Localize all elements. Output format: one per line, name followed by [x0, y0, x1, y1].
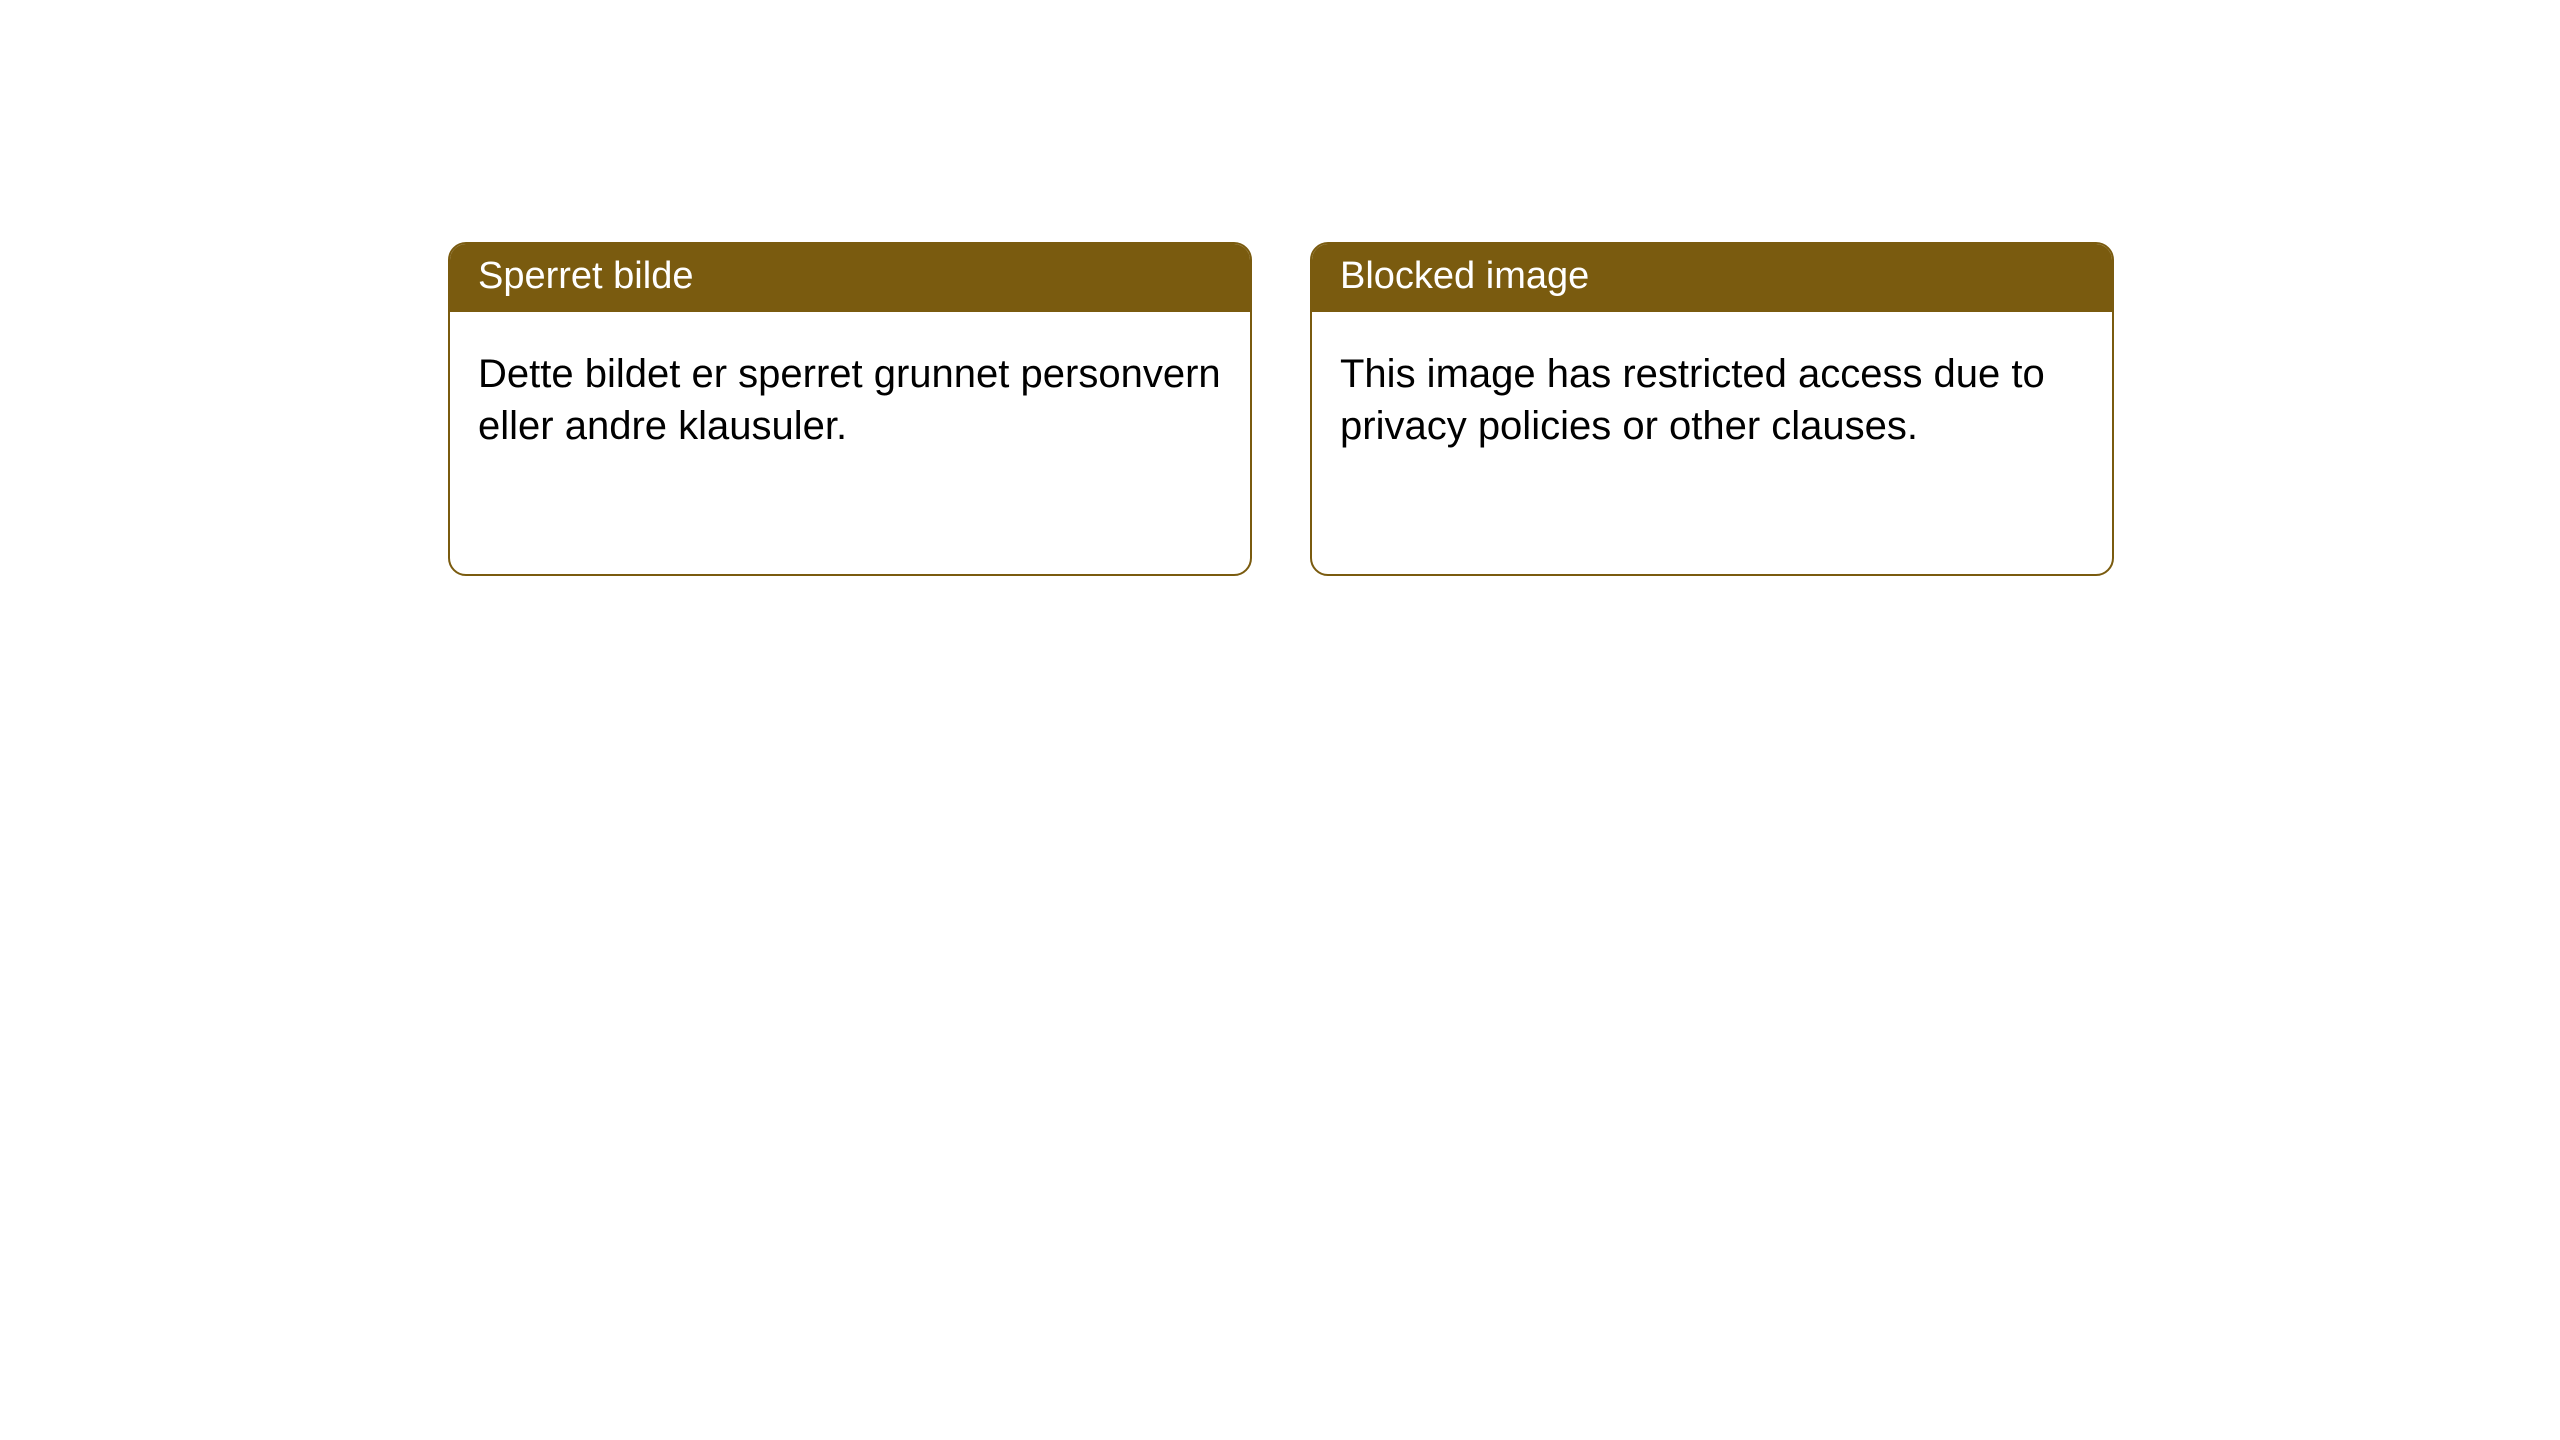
notice-container: Sperret bilde Dette bildet er sperret gr… [448, 242, 2114, 576]
notice-header: Sperret bilde [450, 244, 1250, 312]
notice-body: This image has restricted access due to … [1312, 312, 2112, 488]
notice-card-norwegian: Sperret bilde Dette bildet er sperret gr… [448, 242, 1252, 576]
notice-header: Blocked image [1312, 244, 2112, 312]
notice-card-english: Blocked image This image has restricted … [1310, 242, 2114, 576]
notice-body: Dette bildet er sperret grunnet personve… [450, 312, 1250, 488]
